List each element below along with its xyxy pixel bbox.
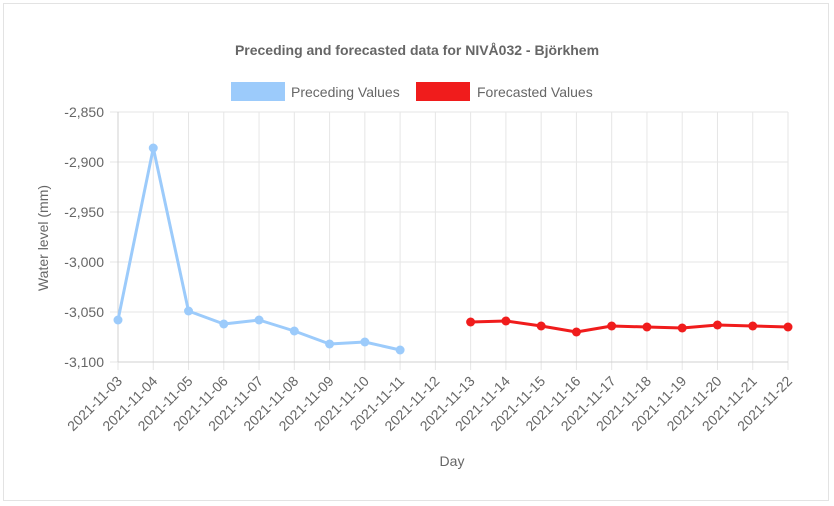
- data-point[interactable]: [571, 327, 581, 337]
- data-point[interactable]: [642, 322, 652, 332]
- data-point[interactable]: [325, 339, 335, 349]
- x-axis-ticks: 2021-11-032021-11-042021-11-052021-11-06…: [64, 373, 795, 434]
- y-tick-label: -2,900: [64, 154, 104, 170]
- legend-swatch-preceding: [231, 82, 285, 101]
- data-point[interactable]: [184, 306, 194, 316]
- legend-swatch-forecasted: [416, 82, 470, 101]
- data-point[interactable]: [219, 319, 229, 329]
- data-point[interactable]: [677, 323, 687, 333]
- series-lines: [113, 143, 793, 355]
- data-point[interactable]: [607, 321, 617, 331]
- legend: Preceding Values Forecasted Values: [231, 82, 593, 101]
- data-point[interactable]: [113, 315, 123, 325]
- data-point[interactable]: [289, 326, 299, 336]
- x-axis-label: Day: [440, 453, 465, 469]
- legend-item-forecasted[interactable]: Forecasted Values: [416, 82, 593, 101]
- y-axis-ticks: -2,850 -2,900 -2,950 -3,000 -3,050 -3,100: [64, 104, 104, 370]
- legend-label-forecasted: Forecasted Values: [477, 84, 593, 100]
- y-tick-label: -3,050: [64, 304, 104, 320]
- data-point[interactable]: [501, 316, 511, 326]
- data-point[interactable]: [536, 321, 546, 331]
- y-tick-label: -3,100: [64, 354, 104, 370]
- grid: [110, 111, 789, 370]
- y-axis-label: Water level (mm): [35, 185, 51, 291]
- data-point[interactable]: [360, 337, 370, 347]
- data-point[interactable]: [254, 315, 264, 325]
- legend-item-preceding[interactable]: Preceding Values: [231, 82, 400, 101]
- chart-title: Preceding and forecasted data for NIVÅ03…: [235, 42, 599, 58]
- data-point[interactable]: [148, 143, 158, 153]
- data-point[interactable]: [466, 317, 476, 327]
- data-point[interactable]: [395, 345, 405, 355]
- series-line-1: [470, 319, 789, 334]
- legend-label-preceding: Preceding Values: [291, 84, 400, 100]
- y-tick-label: -2,950: [64, 204, 104, 220]
- y-tick-label: -2,850: [64, 104, 104, 120]
- y-tick-label: -3,000: [64, 254, 104, 270]
- data-point[interactable]: [712, 320, 722, 330]
- data-point[interactable]: [783, 322, 793, 332]
- data-point[interactable]: [748, 321, 758, 331]
